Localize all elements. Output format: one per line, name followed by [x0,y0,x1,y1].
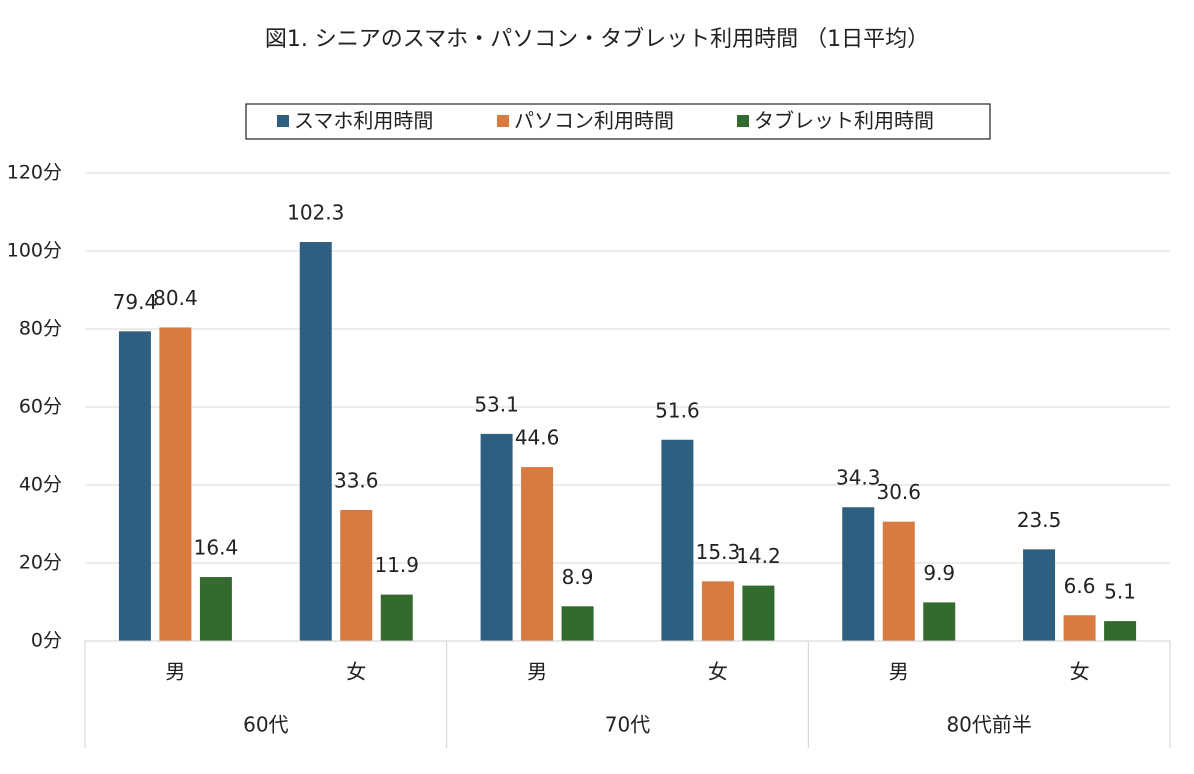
value-label: 14.2 [736,544,781,568]
x-tick-label: 男 [527,660,547,684]
y-tick-label: 60分 [19,396,62,418]
legend-label: タブレット利用時間 [754,109,934,133]
bar [561,606,594,641]
bar [521,467,554,641]
bar [661,439,694,641]
value-label: 11.9 [374,553,419,577]
value-label: 102.3 [287,201,344,225]
y-tick-label: 120分 [7,162,62,184]
group-label: 70代 [605,713,650,737]
bar [480,433,513,641]
chart-title: 図1. シニアのスマホ・パソコン・タブレット利用時間 （1日平均） [265,27,929,52]
x-tick-label: 男 [889,660,909,684]
y-tick-label: 40分 [19,474,62,496]
value-label: 15.3 [696,540,741,564]
y-tick-label: 100分 [7,240,62,262]
bar [1023,549,1056,641]
group-label: 80代前半 [946,713,1031,737]
value-label: 79.4 [113,290,158,314]
x-tick-label: 男 [165,660,185,684]
legend-swatch [497,115,509,127]
value-label: 33.6 [334,468,379,492]
value-label: 44.6 [515,426,560,450]
value-label: 80.4 [153,286,198,310]
y-tick-label: 20分 [19,552,62,574]
legend-swatch [737,115,749,127]
value-label: 34.3 [836,466,881,490]
legend-swatch [277,115,289,127]
value-label: 16.4 [194,536,239,560]
bar [299,242,332,641]
bar [842,507,875,641]
bar [1104,621,1137,641]
y-tick-label: 80分 [19,318,62,340]
bar [701,581,734,641]
value-label: 23.5 [1017,508,1062,532]
bar [380,594,413,641]
x-tick-label: 女 [1070,660,1090,684]
value-label: 30.6 [876,480,921,504]
value-label: 51.6 [655,398,700,422]
x-tick-label: 女 [708,660,728,684]
bar [340,509,373,641]
bar [1063,615,1096,641]
bar [118,331,151,641]
value-label: 6.6 [1064,574,1096,598]
value-label: 53.1 [474,392,519,416]
bar [159,327,192,641]
legend-label: スマホ利用時間 [294,109,433,133]
y-tick-label: 0分 [31,630,62,652]
legend-box [245,103,991,140]
value-label: 8.9 [562,565,594,589]
bar [882,521,915,641]
bar [923,602,956,641]
value-label: 9.9 [923,561,955,585]
x-tick-label: 女 [346,660,366,684]
bar [199,577,232,641]
group-label: 60代 [243,713,288,737]
value-label: 5.1 [1104,580,1136,604]
bar [742,585,775,641]
legend-label: パソコン利用時間 [514,109,674,133]
